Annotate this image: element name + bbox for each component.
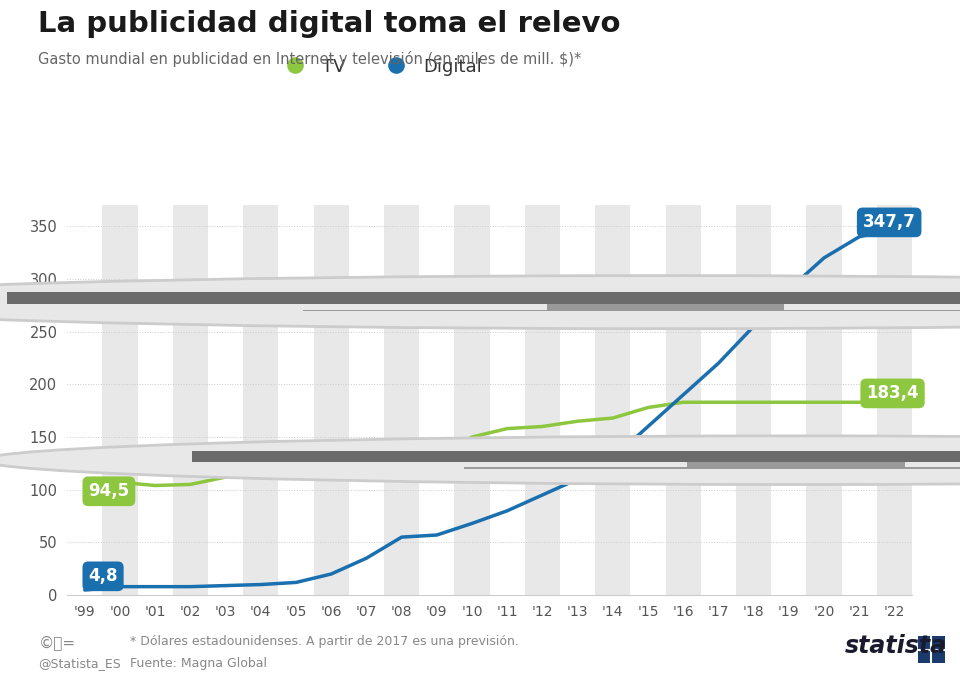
Circle shape xyxy=(0,276,960,329)
Text: Gasto mundial en publicidad en Internet y televisión (en miles de mill. $)*: Gasto mundial en publicidad en Internet … xyxy=(38,51,582,67)
FancyBboxPatch shape xyxy=(547,304,784,310)
Text: Fuente: Magna Global: Fuente: Magna Global xyxy=(130,657,267,670)
FancyBboxPatch shape xyxy=(687,462,904,467)
Bar xyxy=(103,205,137,595)
Bar xyxy=(595,205,631,595)
Bar xyxy=(384,205,420,595)
Text: * Dólares estadounidenses. A partir de 2017 es una previsión.: * Dólares estadounidenses. A partir de 2… xyxy=(130,635,518,648)
Circle shape xyxy=(0,436,960,484)
Text: La publicidad digital toma el relevo: La publicidad digital toma el relevo xyxy=(38,10,621,38)
Text: ©ⓘ=: ©ⓘ= xyxy=(38,635,76,650)
Text: 94,5: 94,5 xyxy=(88,482,130,500)
Bar xyxy=(173,205,208,595)
FancyBboxPatch shape xyxy=(192,451,960,462)
Bar xyxy=(806,205,842,595)
Bar xyxy=(243,205,278,595)
Text: 183,4: 183,4 xyxy=(866,384,919,402)
Text: 4,8: 4,8 xyxy=(88,567,118,586)
FancyBboxPatch shape xyxy=(7,291,960,304)
FancyBboxPatch shape xyxy=(303,310,960,311)
Bar xyxy=(876,205,912,595)
Text: statista: statista xyxy=(845,634,947,659)
Text: @Statista_ES: @Statista_ES xyxy=(38,657,121,670)
Bar xyxy=(736,205,771,595)
Text: 347,7: 347,7 xyxy=(863,213,916,231)
Bar xyxy=(454,205,490,595)
Bar xyxy=(525,205,560,595)
Legend: TV, Digital: TV, Digital xyxy=(270,51,490,83)
Bar xyxy=(314,205,348,595)
FancyBboxPatch shape xyxy=(464,467,960,469)
Bar xyxy=(665,205,701,595)
